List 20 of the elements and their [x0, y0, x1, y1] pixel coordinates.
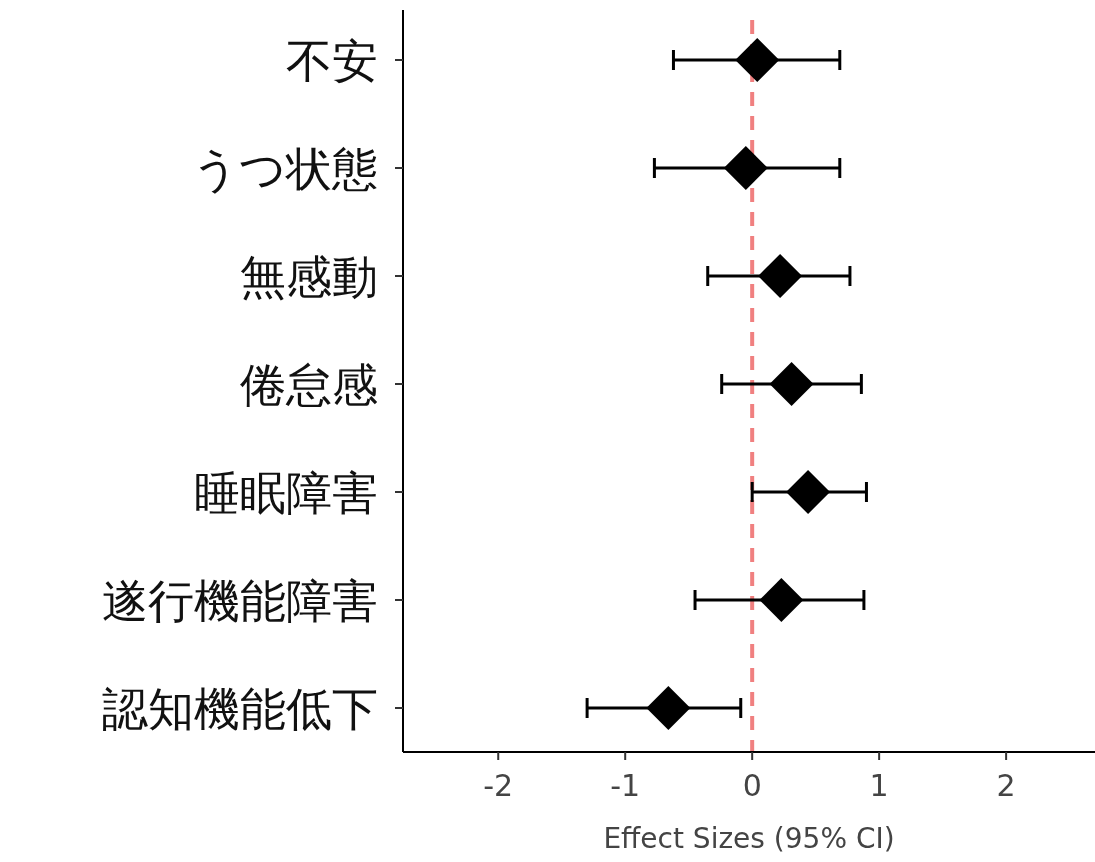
- y-tick-label: 不安: [286, 33, 378, 88]
- x-axis-title: Effect Sizes (95% CI): [603, 822, 895, 855]
- y-tick-label: 遂行機能障害: [102, 573, 378, 628]
- x-tick-label: 0: [742, 768, 762, 803]
- y-tick-label: うつ状態: [192, 141, 378, 196]
- point: [723, 146, 768, 190]
- point: [646, 686, 691, 730]
- y-tick-label: 倦怠感: [240, 357, 378, 412]
- x-tick-label: -1: [610, 768, 641, 803]
- x-tick-label: 2: [996, 768, 1016, 803]
- y-tick-label: 認知機能低下: [102, 681, 378, 736]
- point: [759, 578, 804, 622]
- y-tick-label: 睡眠障害: [194, 465, 378, 520]
- point: [758, 254, 803, 298]
- point: [769, 362, 814, 406]
- x-tick-label: 1: [869, 768, 889, 803]
- point: [735, 38, 780, 82]
- x-tick-label: -2: [483, 768, 514, 803]
- y-tick-label: 無感動: [240, 249, 378, 304]
- point: [786, 470, 831, 514]
